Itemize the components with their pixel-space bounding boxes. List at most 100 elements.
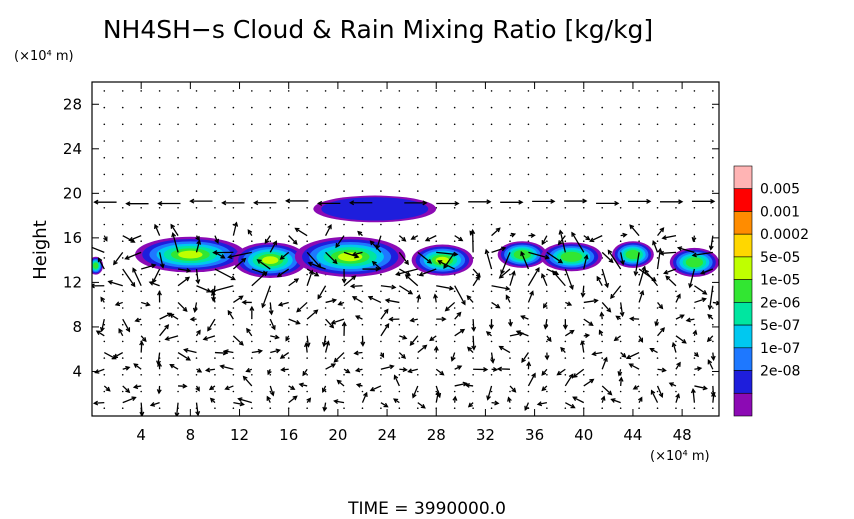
grid-dot bbox=[638, 290, 640, 293]
grid-dot bbox=[582, 390, 585, 393]
wind-vector bbox=[368, 296, 382, 304]
grid-dot bbox=[638, 90, 640, 92]
grid-dot bbox=[324, 140, 327, 142]
grid-dot bbox=[306, 323, 308, 326]
grid-dot bbox=[195, 323, 198, 326]
wind-vector-head bbox=[505, 294, 511, 300]
grid-dot bbox=[582, 374, 585, 376]
grid-dot bbox=[435, 307, 438, 309]
wind-vector-head bbox=[494, 400, 500, 406]
grid-dot bbox=[324, 223, 327, 226]
grid-dot bbox=[177, 340, 179, 343]
grid-dot bbox=[214, 207, 216, 209]
wind-vector bbox=[412, 385, 419, 398]
grid-dot bbox=[601, 123, 604, 126]
wind-vector bbox=[399, 285, 413, 295]
grid-dot bbox=[527, 273, 530, 276]
grid-dot bbox=[232, 123, 235, 126]
wind-vector-head bbox=[227, 254, 233, 260]
wind-vector bbox=[583, 318, 593, 326]
wind-vector bbox=[154, 224, 161, 236]
wind-vector-head bbox=[560, 346, 566, 352]
grid-dot bbox=[398, 90, 401, 92]
wind-vector-head bbox=[585, 235, 591, 241]
wind-vector bbox=[509, 271, 515, 286]
grid-dot bbox=[103, 273, 106, 276]
wind-vector bbox=[500, 252, 511, 274]
wind-vector bbox=[97, 257, 105, 270]
grid-dot bbox=[251, 90, 253, 92]
wind-vector-head bbox=[233, 221, 239, 227]
grid-dot bbox=[306, 273, 308, 276]
grid-dot bbox=[324, 357, 327, 359]
wind-vector-head bbox=[625, 354, 632, 360]
cloud-contour bbox=[685, 257, 704, 268]
wind-vector-head bbox=[416, 293, 422, 300]
grid-dot bbox=[453, 223, 456, 226]
grid-dot bbox=[509, 207, 511, 209]
grid-dot bbox=[158, 323, 161, 326]
grid-dot bbox=[380, 307, 382, 309]
wind-vector-head bbox=[280, 367, 286, 373]
wind-vector-head bbox=[237, 397, 243, 403]
grid-dot bbox=[269, 323, 272, 326]
x-tick-label-7: 32 bbox=[476, 426, 495, 444]
grid-dot bbox=[546, 240, 548, 243]
wind-vector-head bbox=[418, 271, 424, 277]
grid-dot bbox=[195, 90, 198, 92]
wind-vector bbox=[152, 268, 161, 283]
grid-dot bbox=[638, 223, 640, 226]
grid-dot bbox=[564, 123, 567, 126]
grid-dot bbox=[601, 323, 604, 326]
grid-dot bbox=[693, 140, 696, 142]
grid-dot bbox=[564, 340, 567, 343]
wind-vector-head bbox=[393, 374, 399, 380]
wind-vector-head bbox=[223, 349, 229, 355]
wind-vector bbox=[417, 402, 426, 409]
wind-vector-head bbox=[471, 326, 477, 332]
grid-dot bbox=[693, 407, 696, 410]
wind-vector-head bbox=[402, 334, 408, 340]
wind-vector bbox=[546, 251, 563, 264]
grid-dot bbox=[103, 307, 106, 309]
wind-vector-head bbox=[483, 367, 489, 372]
wind-vector-head bbox=[702, 290, 708, 295]
grid-dot bbox=[656, 273, 659, 276]
wind-vector-head bbox=[457, 365, 463, 370]
wind-vector-head bbox=[420, 403, 426, 409]
wind-vector-head bbox=[305, 342, 311, 348]
wind-vector bbox=[232, 335, 244, 346]
x-tick-label-10: 44 bbox=[623, 426, 642, 444]
grid-dot bbox=[693, 156, 696, 159]
wind-vector bbox=[443, 251, 456, 269]
grid-dot bbox=[343, 357, 345, 359]
wind-vector bbox=[194, 302, 198, 312]
wind-vector bbox=[376, 235, 382, 249]
wind-vector-head bbox=[521, 357, 526, 364]
grid-dot bbox=[509, 407, 511, 410]
wind-vector bbox=[638, 266, 646, 286]
wind-vector-head bbox=[322, 406, 328, 413]
grid-dot bbox=[693, 207, 696, 209]
cloud-contour bbox=[625, 249, 641, 260]
wind-vector-head bbox=[629, 224, 635, 230]
grid-dot bbox=[361, 140, 364, 142]
y-tick-label-3: 16 bbox=[63, 229, 82, 247]
wind-vector-head bbox=[92, 400, 99, 406]
grid-dot bbox=[361, 173, 364, 176]
wind-vector-head bbox=[156, 360, 161, 366]
grid-dot bbox=[232, 374, 235, 376]
grid-dot bbox=[232, 106, 235, 109]
grid-dot bbox=[416, 123, 419, 126]
grid-dot bbox=[103, 140, 106, 142]
wind-vector-head bbox=[209, 397, 215, 403]
wind-vector-head bbox=[570, 403, 576, 409]
x-tick-label-5: 24 bbox=[378, 426, 397, 444]
grid-dot bbox=[490, 140, 493, 142]
colorbar-swatch-3 bbox=[733, 233, 753, 258]
wind-vector bbox=[487, 385, 493, 400]
wind-vector bbox=[656, 385, 663, 398]
wind-vector bbox=[454, 329, 465, 337]
wind-vector-head bbox=[296, 307, 302, 313]
grid-dot bbox=[195, 173, 198, 176]
